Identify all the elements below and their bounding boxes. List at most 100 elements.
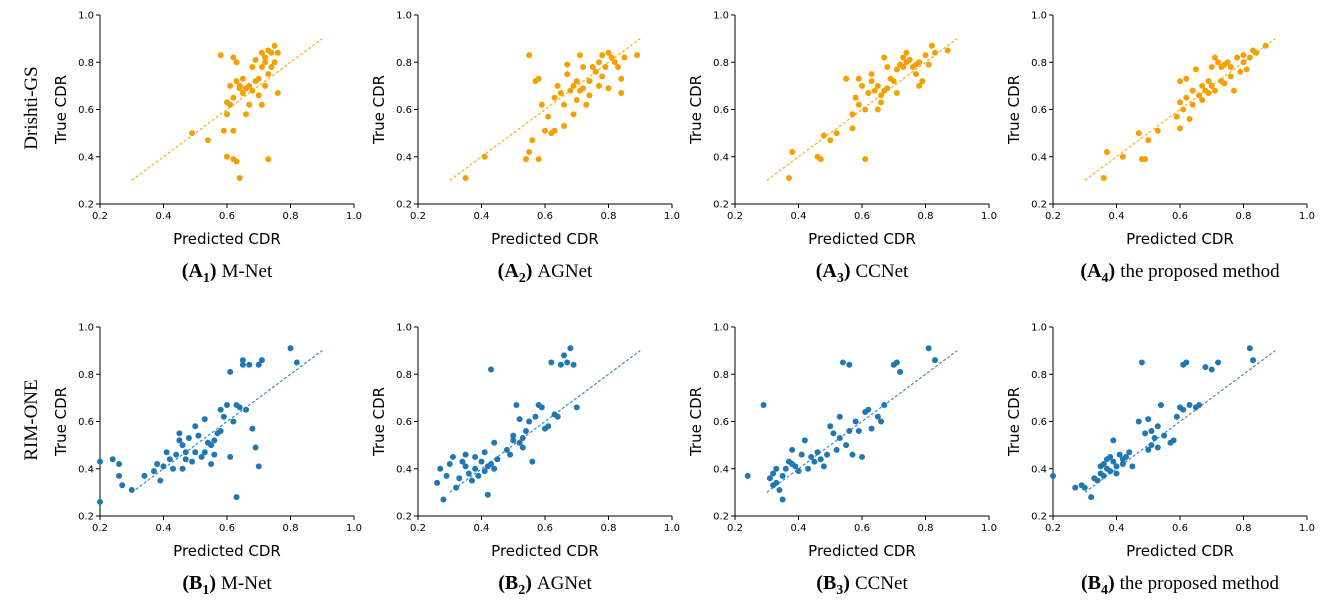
data-point <box>239 89 246 96</box>
data-point <box>1170 437 1177 444</box>
data-point <box>227 101 234 108</box>
data-point <box>557 89 564 96</box>
data-point <box>1192 66 1199 73</box>
data-point <box>192 423 199 430</box>
data-point <box>595 82 602 89</box>
data-point <box>916 59 923 66</box>
data-point <box>852 418 859 425</box>
caption-open-paren: ( <box>498 260 505 282</box>
data-point <box>224 111 230 118</box>
data-point <box>551 127 558 134</box>
caption-close-paren: ) <box>526 260 533 282</box>
x-tick-label: 1.0 <box>981 211 997 222</box>
data-point <box>916 82 923 89</box>
data-point <box>246 101 253 108</box>
data-point <box>618 89 625 96</box>
caption-subscript: 2 <box>518 583 525 598</box>
data-point <box>833 130 840 137</box>
data-point <box>227 368 234 375</box>
data-point <box>249 87 256 94</box>
panel-b4: 0.2 0.4 0.6 0.8 1.0 0.2 0.4 0.6 0.8 1.0 Predicted … <box>1005 323 1315 599</box>
data-point <box>491 439 498 446</box>
data-point <box>1183 75 1190 82</box>
y-tick-label: 1.0 <box>78 323 94 334</box>
data-point <box>1142 430 1149 437</box>
data-point <box>779 496 786 503</box>
panel-caption: (A2) AGNet <box>498 260 593 286</box>
caption-subscript: 1 <box>203 271 210 286</box>
x-tick-label: 0.4 <box>791 211 807 222</box>
data-point <box>252 444 259 451</box>
data-point <box>220 127 227 134</box>
caption-model-name: the proposed method <box>1120 261 1280 282</box>
data-point <box>744 472 751 479</box>
data-point <box>1142 156 1149 163</box>
y-tick-label: 0.8 <box>1031 370 1047 381</box>
data-point <box>773 479 780 486</box>
data-point <box>179 442 186 449</box>
data-point <box>265 156 272 163</box>
y-axis-title: True CDR <box>687 387 705 457</box>
caption-model-name: CCNet <box>855 573 909 594</box>
x-tick-label: 0.6 <box>854 523 870 534</box>
x-axis-title: Predicted CDR <box>173 542 281 560</box>
reference-line <box>1084 350 1276 493</box>
data-point <box>522 156 529 163</box>
reference-line <box>766 350 958 493</box>
data-point <box>884 63 891 70</box>
data-point <box>836 435 843 442</box>
y-tick-label: 0.2 <box>1031 512 1047 523</box>
y-axis-title: True CDR <box>370 75 388 145</box>
data-point <box>255 463 262 470</box>
data-point <box>262 54 269 61</box>
y-tick-label: 1.0 <box>713 11 729 22</box>
y-tick-label: 0.8 <box>396 370 412 381</box>
data-point <box>567 345 574 352</box>
data-point <box>449 453 456 460</box>
data-point <box>1205 89 1212 96</box>
caption-close-paren: ) <box>1108 572 1115 594</box>
caption-open-paren: ( <box>1081 572 1088 594</box>
data-point <box>586 92 593 99</box>
caption-model-name: CCNet <box>856 261 910 282</box>
data-point <box>878 418 885 425</box>
data-point <box>1107 468 1114 475</box>
caption-letter: A <box>504 260 519 282</box>
data-point <box>1180 406 1187 413</box>
data-point <box>602 63 609 70</box>
caption-subscript: 4 <box>1101 583 1108 598</box>
data-point <box>195 432 202 439</box>
y-tick-label: 0.8 <box>78 58 94 69</box>
data-point <box>1050 472 1056 479</box>
data-point <box>820 463 827 470</box>
data-point <box>472 465 479 472</box>
data-point <box>252 56 259 63</box>
data-point <box>97 498 103 505</box>
data-point <box>801 437 808 444</box>
data-point <box>773 465 780 472</box>
data-point <box>510 432 517 439</box>
data-point <box>599 73 606 80</box>
reference-line <box>766 38 958 181</box>
data-point <box>545 423 552 430</box>
data-point <box>249 425 256 432</box>
y-tick-label: 0.6 <box>1031 417 1047 428</box>
data-point <box>1227 73 1234 80</box>
caption-subscript: 3 <box>836 583 843 598</box>
data-point <box>233 59 240 66</box>
caption-close-paren: ) <box>210 260 217 282</box>
caption-subscript: 4 <box>1102 271 1109 286</box>
data-point <box>1224 59 1231 66</box>
data-point <box>890 78 897 85</box>
data-point <box>1161 432 1168 439</box>
x-axis-title: Predicted CDR <box>1126 230 1234 248</box>
data-point <box>1196 401 1203 408</box>
caption-close-paren: ) <box>843 572 850 594</box>
data-point <box>1100 472 1107 479</box>
data-point <box>570 361 577 368</box>
caption-letter: A <box>1087 260 1102 282</box>
data-point <box>944 47 951 54</box>
data-point <box>462 463 469 470</box>
panel-caption: (A1) M-Net <box>182 260 273 286</box>
x-tick-label: 0.8 <box>918 523 934 534</box>
